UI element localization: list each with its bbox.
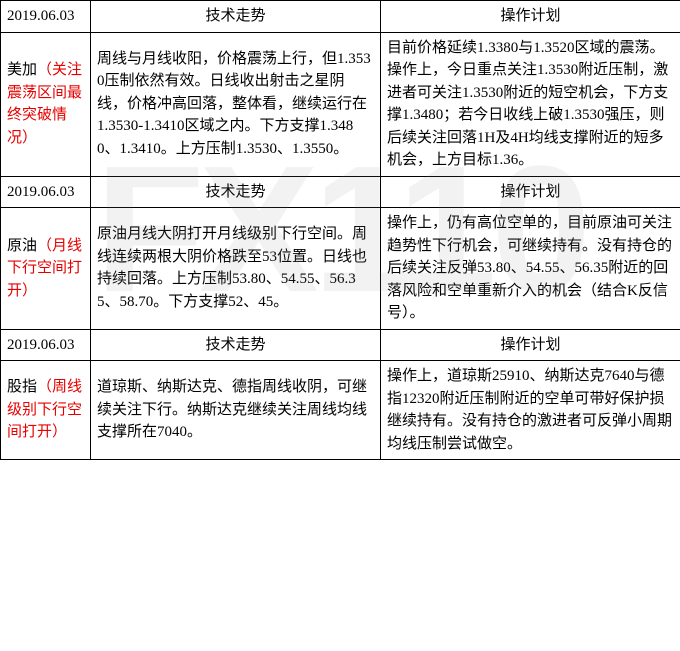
date-cell: 2019.06.03 bbox=[1, 1, 91, 33]
plan-header: 操作计划 bbox=[381, 1, 680, 33]
tech-header: 技术走势 bbox=[91, 176, 381, 208]
plan-cell: 操作上，仍有高位空单的，目前原油可关注趋势性下行机会，可继续持有。没有持仓的后续… bbox=[381, 208, 680, 330]
plan-cell: 目前价格延续1.3380与1.3520区域的震荡。操作上，今日重点关注1.353… bbox=[381, 32, 680, 176]
instrument-label: 美加（关注震荡区间最终突破情况） bbox=[1, 32, 91, 176]
label-name: 美加 bbox=[7, 62, 37, 78]
tech-cell: 原油月线大阴打开月线级别下行空间。周线连续两根大阴价格跌至53位置。日线也持续回… bbox=[91, 208, 381, 330]
tech-cell: 道琼斯、纳斯达克、德指周线收阴，可继续关注下行。纳斯达克继续关注周线均线支撑所在… bbox=[91, 361, 381, 460]
table-row: 2019.06.03 技术走势 操作计划 bbox=[1, 176, 680, 208]
instrument-label: 原油（月线下行空间打开） bbox=[1, 208, 91, 330]
instrument-label: 股指（周线级别下行空间打开） bbox=[1, 361, 91, 460]
table-row: 2019.06.03 技术走势 操作计划 bbox=[1, 1, 680, 33]
tech-cell: 周线与月线收阳，价格震荡上行，但1.3530压制依然有效。日线收出射击之星阴线，… bbox=[91, 32, 381, 176]
table-row: 股指（周线级别下行空间打开） 道琼斯、纳斯达克、德指周线收阴，可继续关注下行。纳… bbox=[1, 361, 680, 460]
table-row: 原油（月线下行空间打开） 原油月线大阴打开月线级别下行空间。周线连续两根大阴价格… bbox=[1, 208, 680, 330]
tech-header: 技术走势 bbox=[91, 329, 381, 361]
plan-cell: 操作上，道琼斯25910、纳斯达克7640与德指12320附近压制附近的空单可带… bbox=[381, 361, 680, 460]
plan-header: 操作计划 bbox=[381, 176, 680, 208]
table-row: 2019.06.03 技术走势 操作计划 bbox=[1, 329, 680, 361]
label-name: 股指 bbox=[7, 379, 37, 395]
label-name: 原油 bbox=[7, 238, 37, 254]
table-row: 美加（关注震荡区间最终突破情况） 周线与月线收阳，价格震荡上行，但1.3530压… bbox=[1, 32, 680, 176]
tech-header: 技术走势 bbox=[91, 1, 381, 33]
analysis-table: 2019.06.03 技术走势 操作计划 美加（关注震荡区间最终突破情况） 周线… bbox=[0, 0, 680, 460]
page-wrap: FX110 2019.06.03 技术走势 操作计划 美加（关注震荡区间最终突破… bbox=[0, 0, 680, 460]
date-cell: 2019.06.03 bbox=[1, 329, 91, 361]
plan-header: 操作计划 bbox=[381, 329, 680, 361]
date-cell: 2019.06.03 bbox=[1, 176, 91, 208]
